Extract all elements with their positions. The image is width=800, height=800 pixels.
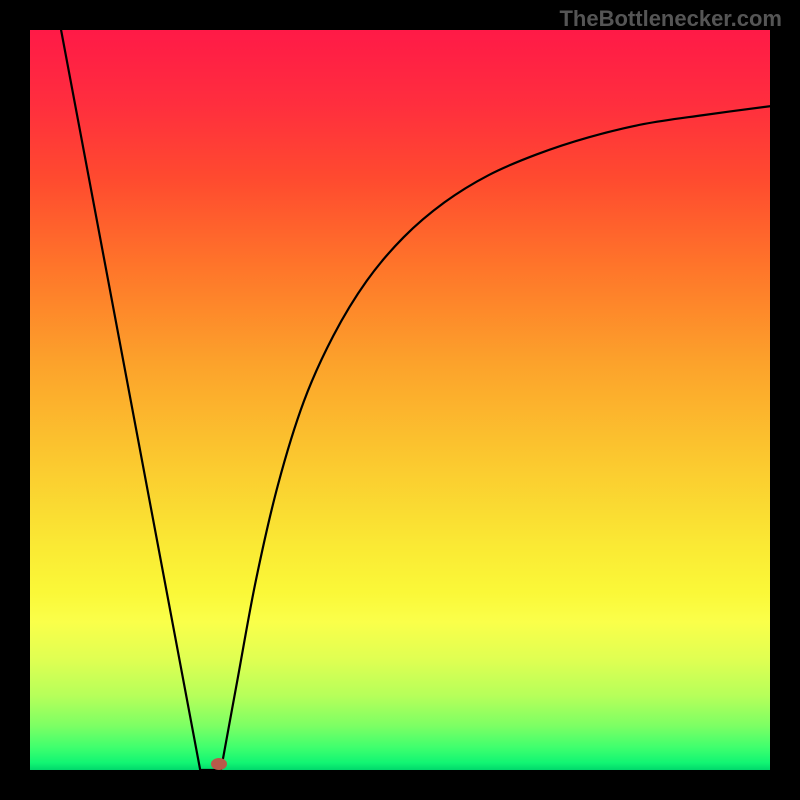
minimum-marker (211, 758, 227, 770)
frame-bottom (0, 770, 800, 800)
frame-right (770, 0, 800, 800)
frame-left (0, 0, 30, 800)
plot-area (30, 30, 770, 770)
bottleneck-curve (61, 30, 770, 770)
watermark-text: TheBottlenecker.com (559, 6, 782, 32)
curve-svg (30, 30, 770, 770)
